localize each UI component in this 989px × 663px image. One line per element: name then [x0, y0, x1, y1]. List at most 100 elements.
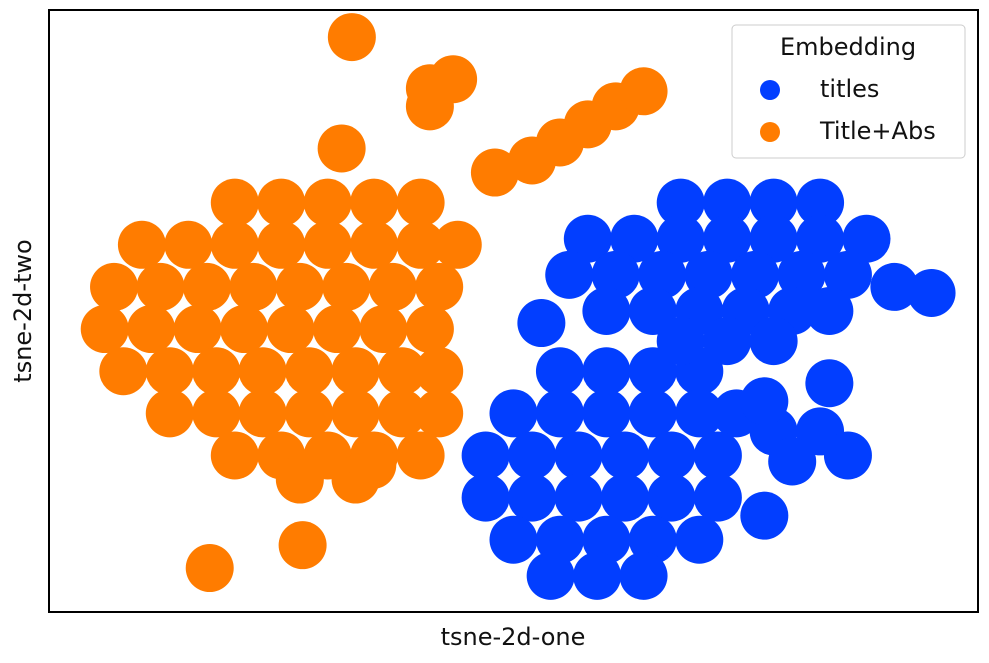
point — [350, 178, 399, 227]
y-axis-label: tsne-2d-two — [9, 239, 37, 382]
point — [526, 551, 575, 600]
point — [582, 389, 631, 438]
point — [740, 377, 789, 426]
point — [136, 262, 185, 311]
point — [331, 389, 380, 438]
point — [600, 473, 649, 522]
point — [145, 389, 194, 438]
point — [517, 299, 566, 348]
point — [508, 473, 557, 522]
point — [777, 250, 826, 299]
point — [675, 389, 724, 438]
point — [275, 262, 324, 311]
point — [238, 389, 287, 438]
point — [535, 347, 584, 396]
point — [563, 214, 612, 263]
point — [90, 262, 139, 311]
point — [554, 431, 603, 480]
point — [415, 347, 464, 396]
point — [703, 317, 752, 366]
point — [796, 214, 845, 263]
point — [693, 431, 742, 480]
point — [322, 262, 371, 311]
point — [740, 491, 789, 540]
point — [368, 262, 417, 311]
point — [545, 250, 594, 299]
point — [164, 220, 213, 269]
point — [768, 437, 817, 486]
point — [573, 551, 622, 600]
x-axis-label: tsne-2d-one — [441, 623, 586, 651]
point — [703, 214, 752, 263]
point — [405, 305, 454, 354]
point — [619, 67, 668, 116]
point — [703, 178, 752, 227]
point — [656, 317, 705, 366]
point — [907, 268, 956, 317]
point — [610, 214, 659, 263]
point — [508, 431, 557, 480]
point — [229, 262, 278, 311]
point — [210, 431, 259, 480]
point — [210, 220, 259, 269]
point — [415, 389, 464, 438]
point — [285, 389, 334, 438]
point — [638, 250, 687, 299]
point — [647, 431, 696, 480]
point — [266, 305, 315, 354]
legend-label: Title+Abs — [819, 117, 936, 145]
point — [582, 287, 631, 335]
point — [461, 431, 510, 480]
legend-box — [731, 24, 966, 159]
point — [600, 431, 649, 480]
point — [359, 305, 408, 354]
point — [396, 178, 445, 227]
point — [312, 305, 361, 354]
point — [331, 347, 380, 396]
point — [461, 473, 510, 522]
point — [470, 148, 519, 197]
point — [749, 214, 798, 263]
point — [489, 389, 538, 438]
point — [257, 178, 306, 227]
legend-title: Embedding — [780, 33, 916, 61]
legend: Embedding titles Title+Abs — [731, 24, 966, 159]
point — [693, 473, 742, 522]
point — [396, 431, 445, 480]
point — [433, 220, 482, 269]
point — [656, 178, 705, 227]
point — [805, 287, 854, 335]
point — [647, 473, 696, 522]
point — [796, 178, 845, 227]
point — [192, 347, 241, 396]
point — [731, 250, 780, 299]
point — [348, 441, 397, 490]
point — [127, 305, 176, 354]
legend-label: titles — [820, 75, 879, 103]
point — [145, 347, 194, 396]
point — [591, 250, 640, 299]
point — [220, 305, 269, 354]
point — [823, 431, 872, 480]
point — [317, 124, 366, 173]
point — [303, 220, 352, 269]
point — [405, 82, 454, 131]
point — [303, 178, 352, 227]
plot-frame — [48, 9, 979, 613]
points-layer — [80, 13, 956, 600]
point — [278, 521, 327, 570]
point — [396, 220, 445, 269]
point — [327, 13, 376, 62]
point — [628, 347, 677, 396]
legend-marker — [760, 122, 780, 142]
point — [628, 287, 677, 335]
point — [173, 305, 222, 354]
point — [185, 544, 234, 593]
legend-marker — [760, 80, 780, 100]
point — [628, 515, 677, 564]
point — [675, 515, 724, 564]
point — [257, 220, 306, 269]
point — [275, 455, 324, 504]
point — [870, 262, 919, 311]
